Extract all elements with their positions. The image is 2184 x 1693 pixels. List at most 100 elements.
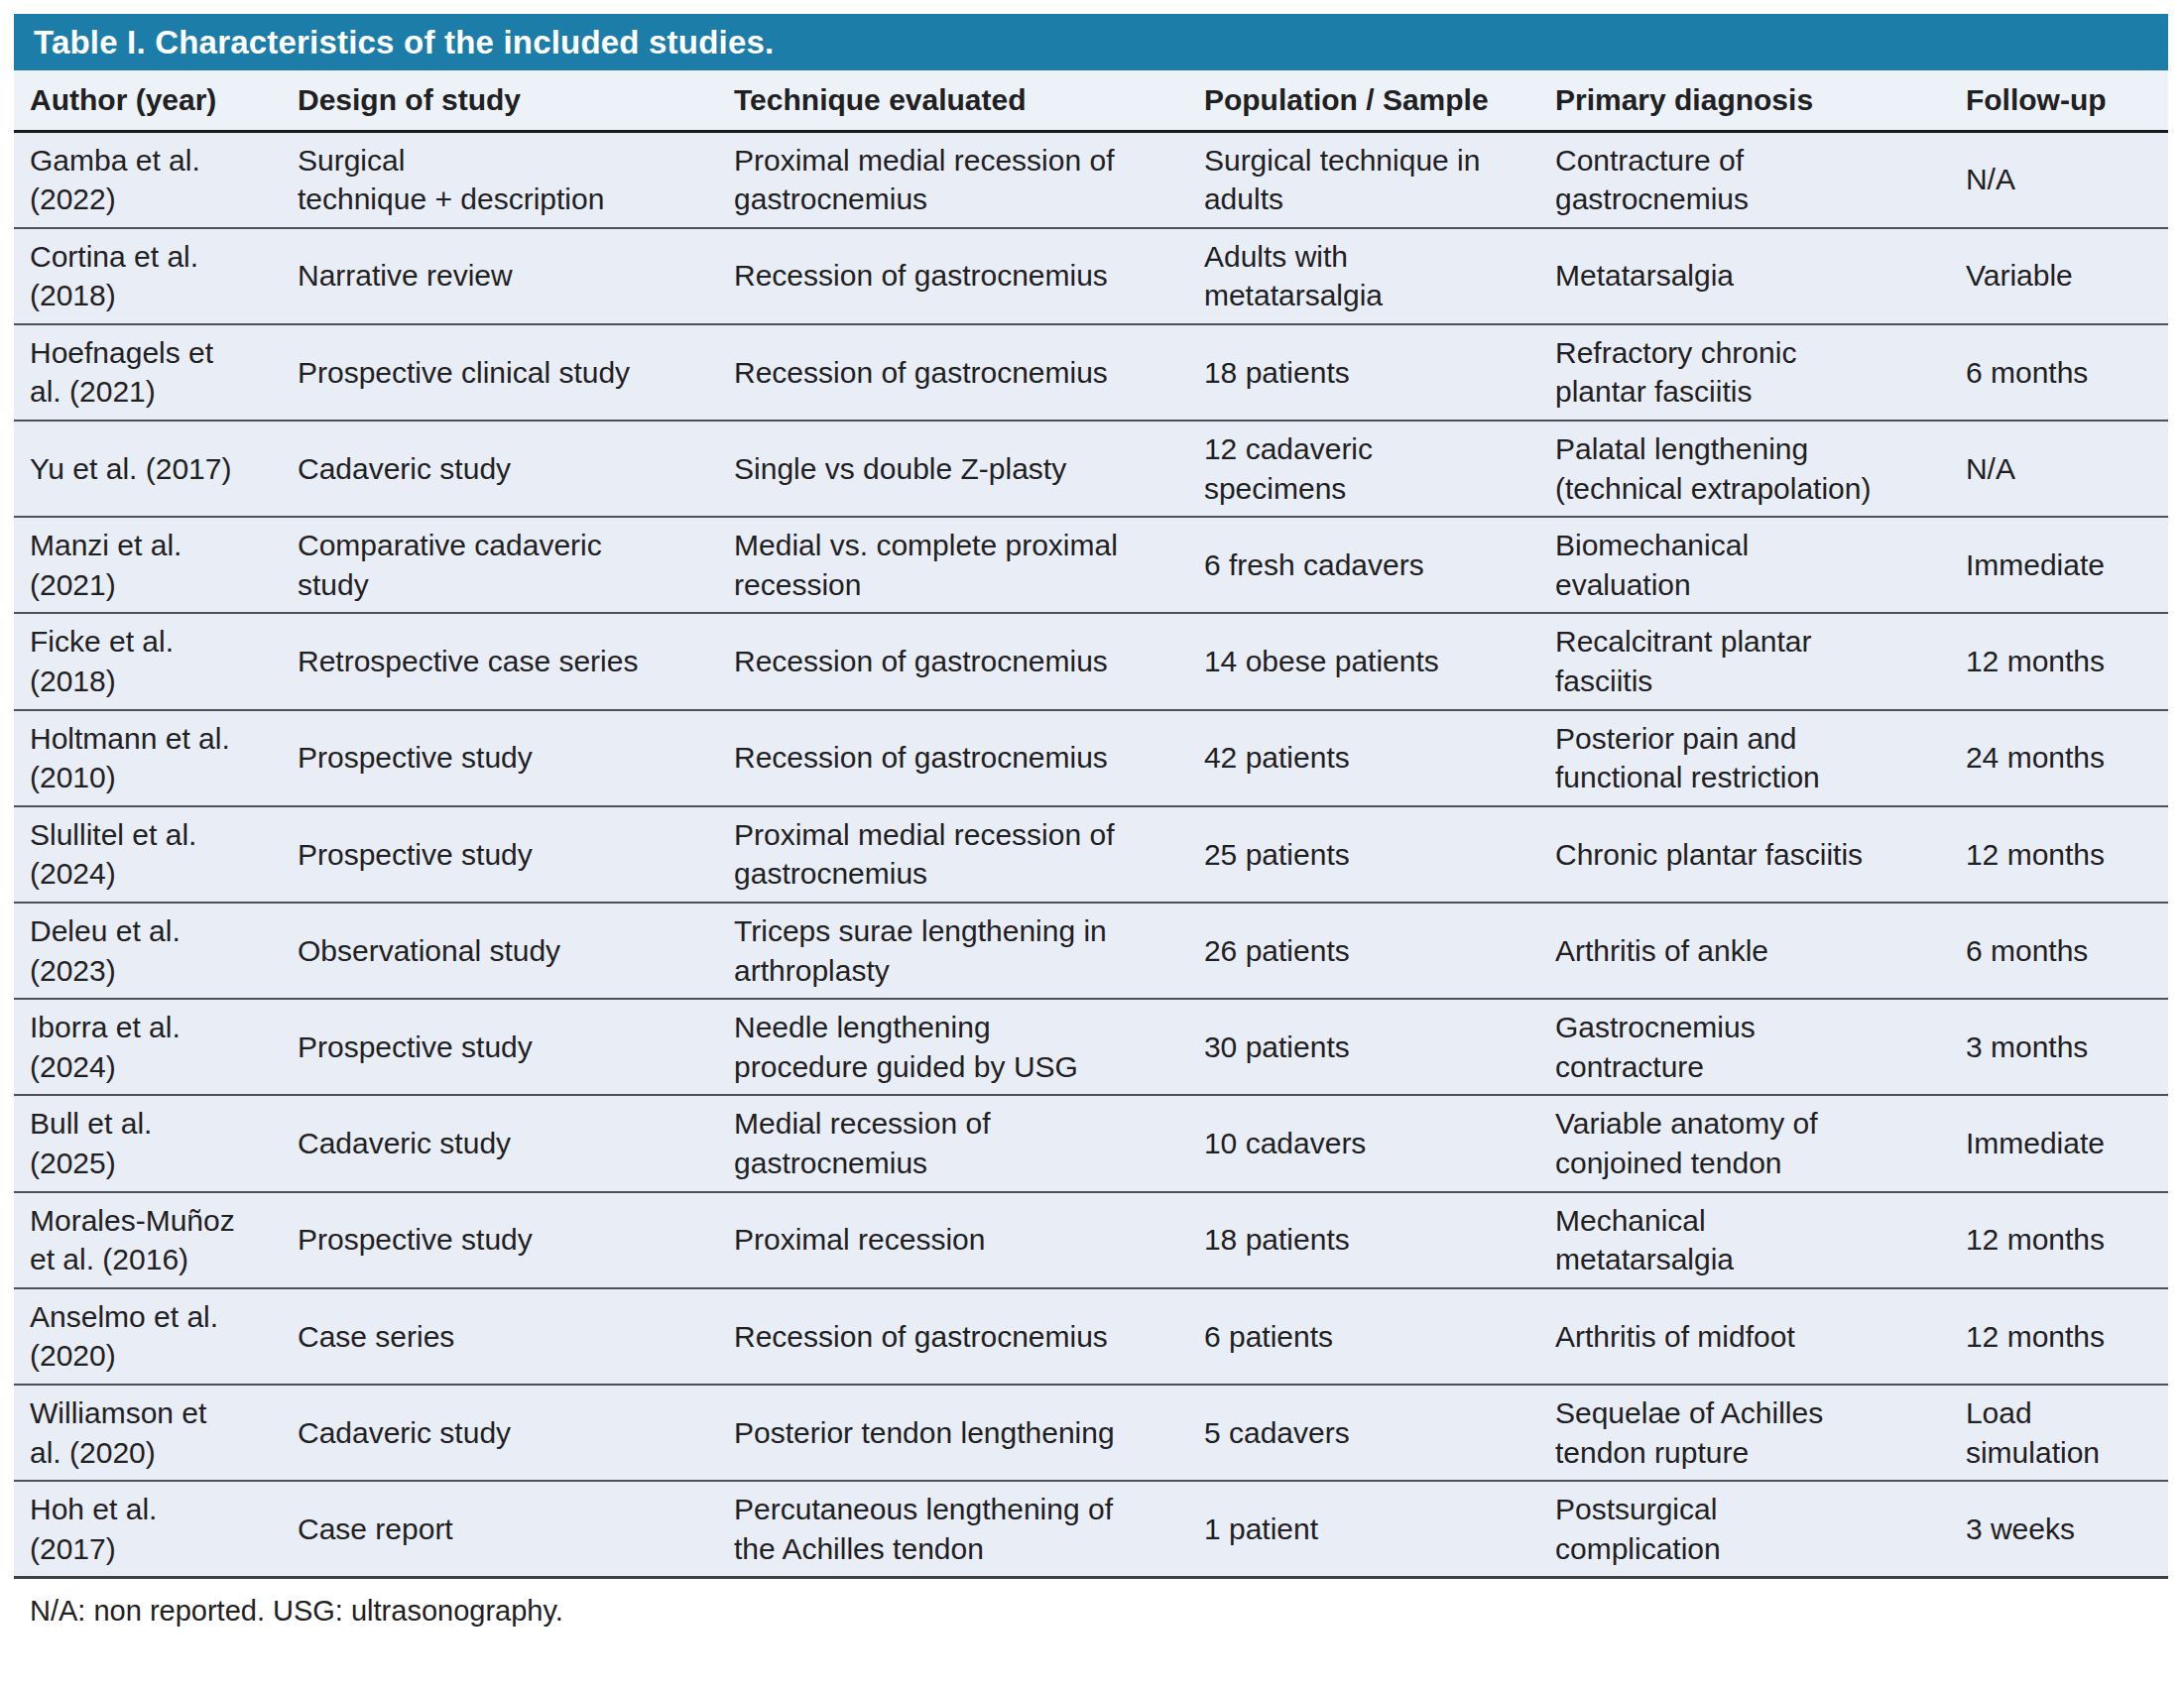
- cell-design: Cadaveric study: [282, 421, 718, 517]
- table-row: Morales-Muñoz et al. (2016) Prospective …: [14, 1192, 2168, 1288]
- cell-followup: N/A: [1950, 421, 2168, 517]
- cell-technique: Recession of gastrocnemius: [718, 710, 1188, 806]
- table-row: Deleu et al. (2023) Observational study …: [14, 903, 2168, 999]
- cell-technique: Medial recession of gastrocnemius: [718, 1095, 1188, 1191]
- cell-author: Anselmo et al. (2020): [14, 1288, 282, 1385]
- cell-technique: Needle lengthening procedure guided by U…: [718, 999, 1188, 1095]
- cell-followup: Variable: [1950, 228, 2168, 324]
- cell-population: 10 cadavers: [1188, 1095, 1539, 1191]
- col-header-design: Design of study: [282, 70, 718, 131]
- col-header-population: Population / Sample: [1188, 70, 1539, 131]
- cell-followup: 12 months: [1950, 613, 2168, 709]
- cell-population: 18 patients: [1188, 1192, 1539, 1288]
- cell-population: 18 patients: [1188, 324, 1539, 421]
- cell-population: 5 cadavers: [1188, 1385, 1539, 1481]
- cell-author: Slullitel et al. (2024): [14, 806, 282, 903]
- cell-author: Williamson et al. (2020): [14, 1385, 282, 1481]
- cell-author: Iborra et al. (2024): [14, 999, 282, 1095]
- cell-followup: 24 months: [1950, 710, 2168, 806]
- cell-followup: Immediate: [1950, 517, 2168, 613]
- cell-technique: Single vs double Z-plasty: [718, 421, 1188, 517]
- cell-followup: 12 months: [1950, 1288, 2168, 1385]
- cell-technique: Proximal medial recession of gastrocnemi…: [718, 806, 1188, 903]
- cell-diagnosis: Metatarsalgia: [1539, 228, 1950, 324]
- cell-author: Morales-Muñoz et al. (2016): [14, 1192, 282, 1288]
- cell-technique: Triceps surae lengthening in arthroplast…: [718, 903, 1188, 999]
- table-row: Gamba et al. (2022) Surgical technique +…: [14, 131, 2168, 228]
- paper-table-page: Table I. Characteristics of the included…: [0, 0, 2184, 1693]
- cell-technique: Recession of gastrocnemius: [718, 613, 1188, 709]
- cell-diagnosis: Recalcitrant plantar fasciitis: [1539, 613, 1950, 709]
- cell-population: 25 patients: [1188, 806, 1539, 903]
- cell-design: Comparative cadaveric study: [282, 517, 718, 613]
- table-row: Cortina et al. (2018) Narrative review R…: [14, 228, 2168, 324]
- cell-technique: Proximal medial recession of gastrocnemi…: [718, 131, 1188, 228]
- cell-technique: Recession of gastrocnemius: [718, 324, 1188, 421]
- cell-author: Ficke et al. (2018): [14, 613, 282, 709]
- cell-author: Bull et al. (2025): [14, 1095, 282, 1191]
- cell-design: Surgical technique + description: [282, 131, 718, 228]
- cell-author: Cortina et al. (2018): [14, 228, 282, 324]
- cell-diagnosis: Refractory chronic plantar fasciitis: [1539, 324, 1950, 421]
- cell-design: Prospective study: [282, 999, 718, 1095]
- cell-diagnosis: Posterior pain and functional restrictio…: [1539, 710, 1950, 806]
- table-row: Slullitel et al. (2024) Prospective stud…: [14, 806, 2168, 903]
- table-row: Manzi et al. (2021) Comparative cadaveri…: [14, 517, 2168, 613]
- table-row: Williamson et al. (2020) Cadaveric study…: [14, 1385, 2168, 1481]
- cell-followup: 12 months: [1950, 806, 2168, 903]
- cell-diagnosis: Biomechanical evaluation: [1539, 517, 1950, 613]
- table-row: Hoefnagels et al. (2021) Prospective cli…: [14, 324, 2168, 421]
- table-title: Table I. Characteristics of the included…: [34, 24, 774, 60]
- cell-design: Cadaveric study: [282, 1095, 718, 1191]
- table-footnote: N/A: non reported. USG: ultrasonography.: [14, 1595, 2168, 1628]
- cell-population: 6 patients: [1188, 1288, 1539, 1385]
- cell-diagnosis: Gastrocnemius contracture: [1539, 999, 1950, 1095]
- cell-author: Holtmann et al. (2010): [14, 710, 282, 806]
- cell-author: Deleu et al. (2023): [14, 903, 282, 999]
- cell-population: 14 obese patients: [1188, 613, 1539, 709]
- cell-author: Gamba et al. (2022): [14, 131, 282, 228]
- cell-population: 26 patients: [1188, 903, 1539, 999]
- table-row: Yu et al. (2017) Cadaveric study Single …: [14, 421, 2168, 517]
- cell-author: Hoh et al. (2017): [14, 1481, 282, 1578]
- cell-diagnosis: Palatal lengthening (technical extrapola…: [1539, 421, 1950, 517]
- cell-technique: Recession of gastrocnemius: [718, 228, 1188, 324]
- table-row: Hoh et al. (2017) Case report Percutaneo…: [14, 1481, 2168, 1578]
- cell-followup: 6 months: [1950, 324, 2168, 421]
- cell-followup: Immediate: [1950, 1095, 2168, 1191]
- cell-technique: Proximal recession: [718, 1192, 1188, 1288]
- cell-followup: 12 months: [1950, 1192, 2168, 1288]
- col-header-diagnosis: Primary diagnosis: [1539, 70, 1950, 131]
- table-row: Iborra et al. (2024) Prospective study N…: [14, 999, 2168, 1095]
- cell-population: 30 patients: [1188, 999, 1539, 1095]
- cell-technique: Recession of gastrocnemius: [718, 1288, 1188, 1385]
- cell-population: 6 fresh cadavers: [1188, 517, 1539, 613]
- cell-diagnosis: Arthritis of ankle: [1539, 903, 1950, 999]
- cell-design: Prospective study: [282, 1192, 718, 1288]
- cell-followup: 3 weeks: [1950, 1481, 2168, 1578]
- cell-diagnosis: Mechanical metatarsalgia: [1539, 1192, 1950, 1288]
- cell-design: Prospective study: [282, 710, 718, 806]
- cell-author: Yu et al. (2017): [14, 421, 282, 517]
- cell-author: Hoefnagels et al. (2021): [14, 324, 282, 421]
- cell-author: Manzi et al. (2021): [14, 517, 282, 613]
- cell-followup: N/A: [1950, 131, 2168, 228]
- cell-diagnosis: Postsurgical complication: [1539, 1481, 1950, 1578]
- col-header-author: Author (year): [14, 70, 282, 131]
- cell-design: Case report: [282, 1481, 718, 1578]
- cell-design: Retrospective case series: [282, 613, 718, 709]
- cell-design: Narrative review: [282, 228, 718, 324]
- cell-diagnosis: Arthritis of midfoot: [1539, 1288, 1950, 1385]
- table-row: Bull et al. (2025) Cadaveric study Media…: [14, 1095, 2168, 1191]
- cell-population: Adults with metatarsalgia: [1188, 228, 1539, 324]
- cell-population: 12 cadaveric specimens: [1188, 421, 1539, 517]
- studies-table: Author (year) Design of study Technique …: [14, 70, 2168, 1579]
- col-header-followup: Follow-up: [1950, 70, 2168, 131]
- cell-followup: 3 months: [1950, 999, 2168, 1095]
- cell-design: Case series: [282, 1288, 718, 1385]
- cell-diagnosis: Chronic plantar fasciitis: [1539, 806, 1950, 903]
- table-row: Ficke et al. (2018) Retrospective case s…: [14, 613, 2168, 709]
- cell-diagnosis: Sequelae of Achilles tendon rupture: [1539, 1385, 1950, 1481]
- cell-design: Prospective clinical study: [282, 324, 718, 421]
- header-row: Author (year) Design of study Technique …: [14, 70, 2168, 131]
